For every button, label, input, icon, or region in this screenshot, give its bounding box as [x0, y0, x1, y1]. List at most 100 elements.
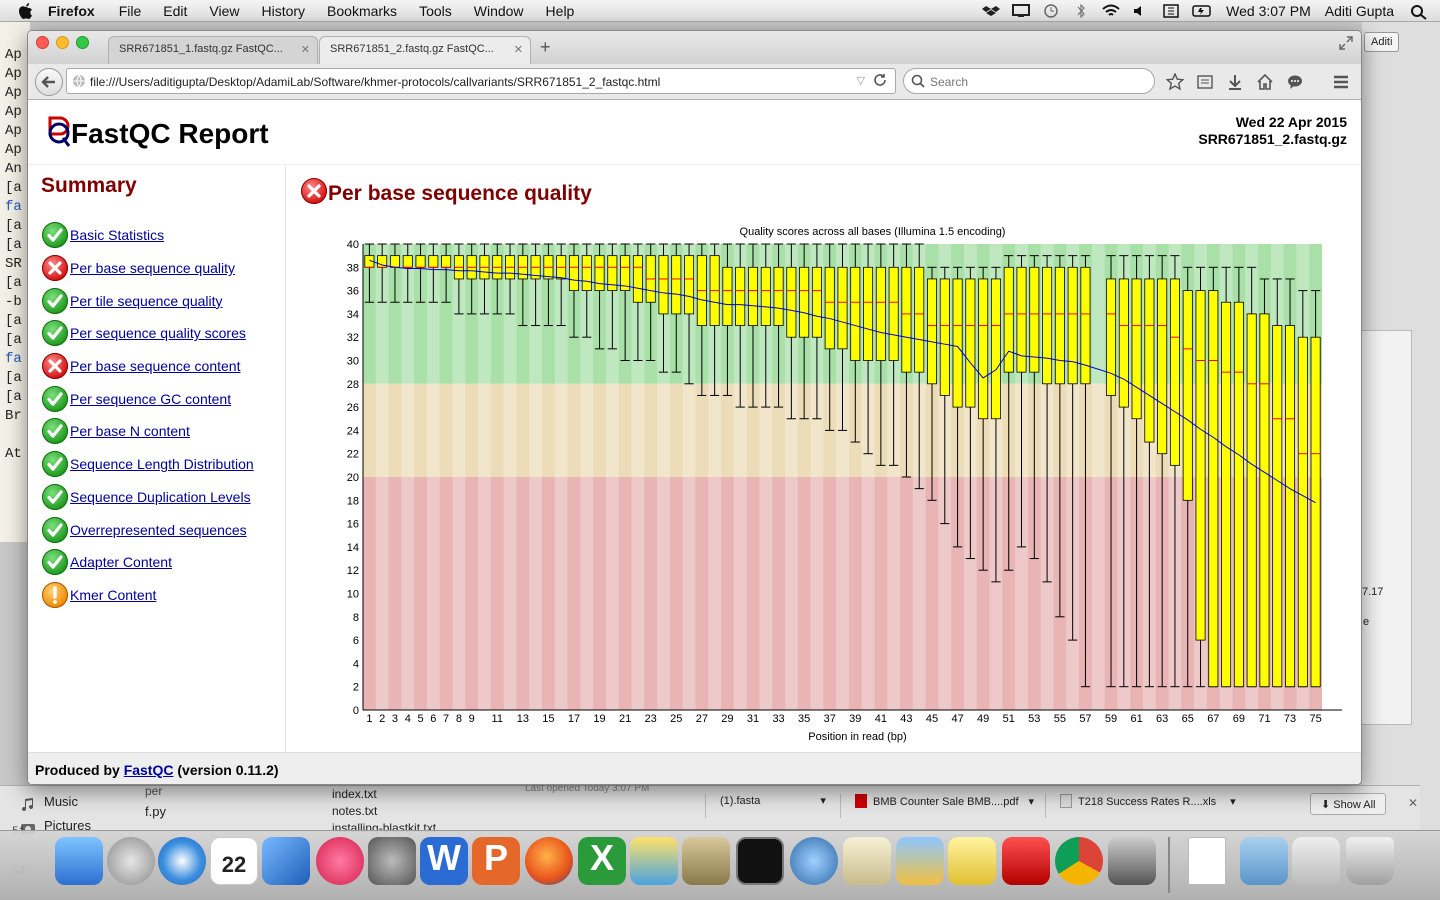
menubar-clock[interactable]: Wed 3:07 PM [1226, 3, 1311, 19]
x-tick-label: 33 [772, 713, 784, 725]
time-machine-icon[interactable] [1042, 4, 1060, 18]
finder-file-index[interactable]: index.txt [332, 787, 377, 801]
menu-file[interactable]: File [118, 2, 142, 19]
summary-link[interactable]: Per tile sequence quality [70, 292, 223, 309]
summary-link[interactable]: Basic Statistics [70, 227, 165, 244]
fullscreen-icon[interactable] [1339, 36, 1353, 50]
launchpad-dock-icon[interactable] [107, 837, 155, 885]
position-stripe [426, 244, 440, 710]
menu-history[interactable]: History [261, 2, 306, 19]
calendar-dock-icon[interactable]: 22 [210, 837, 258, 885]
menu-bookmarks[interactable]: Bookmarks [327, 2, 398, 19]
system-preferences-dock-icon[interactable] [368, 837, 416, 885]
home-icon[interactable] [1256, 73, 1274, 96]
summary-link[interactable]: Per base N content [70, 423, 190, 440]
terminal-line: SR [5, 256, 22, 272]
wifi-icon[interactable] [1102, 4, 1120, 18]
download-item-xls[interactable]: T218 Success Rates R....xls ▾ [1045, 794, 1236, 818]
bookmarks-menu-icon[interactable] [1196, 73, 1214, 96]
trash-dock-icon[interactable] [1346, 837, 1394, 885]
input-menu-icon[interactable] [1162, 4, 1180, 18]
summary-link[interactable]: Per sequence GC content [70, 390, 232, 407]
quartile-box [850, 266, 861, 361]
download-item-fasta[interactable]: (1).fasta ▾ [705, 794, 826, 818]
document-dock-icon[interactable] [1188, 837, 1226, 885]
battery-icon[interactable] [1192, 4, 1211, 18]
menu-window[interactable]: Window [473, 2, 524, 19]
chat-icon[interactable] [1286, 73, 1304, 96]
summary-link[interactable]: Per base sequence quality [70, 260, 235, 277]
menu-help[interactable]: Help [545, 2, 575, 19]
tab-fastqc-1[interactable]: SRR671851_1.fastq.gz FastQC... ✕ [108, 36, 318, 64]
search-input[interactable]: Search [903, 68, 1155, 94]
summary-link[interactable]: Sequence Length Distribution [70, 456, 254, 473]
summary-link[interactable]: Kmer Content [70, 586, 157, 603]
dropdown-arrow-icon[interactable]: ▽ [856, 75, 865, 87]
zoom-window-button[interactable] [76, 36, 89, 49]
finder-file-notes[interactable]: notes.txt [332, 804, 378, 818]
chevron-down-icon[interactable]: ▾ [1028, 796, 1035, 808]
firefox-dock-icon[interactable] [525, 837, 573, 885]
display-icon[interactable] [1012, 4, 1031, 18]
folder-dock-icon[interactable] [1240, 837, 1288, 885]
hamburger-menu-icon[interactable] [1332, 73, 1350, 96]
download-item-pdf[interactable]: BMB Counter Sale BMB....pdf ▾ [840, 794, 1034, 818]
menu-tools[interactable]: Tools [419, 2, 452, 19]
chevron-down-icon[interactable]: ▾ [820, 795, 826, 807]
report-filename: SRR671851_2.fastq.gz [1198, 131, 1347, 147]
acrobat-dock-icon[interactable] [1002, 837, 1050, 885]
reload-icon[interactable] [873, 73, 887, 90]
script-editor-dock-icon[interactable] [843, 837, 891, 885]
finder-dock-icon[interactable] [55, 837, 103, 885]
summary-link[interactable]: Per sequence quality scores [70, 325, 246, 342]
itunes-dock-icon[interactable] [316, 837, 364, 885]
downloads-show-all-button[interactable]: ⬇ Show All [1310, 793, 1387, 815]
menu-edit[interactable]: Edit [163, 2, 188, 19]
citation-app-dock-icon[interactable] [948, 837, 996, 885]
close-tab-icon[interactable]: ✕ [300, 44, 310, 56]
menubar-user[interactable]: Aditi Gupta [1324, 3, 1394, 19]
chevron-down-icon[interactable]: ▾ [1230, 796, 1236, 808]
summary-link[interactable]: Overrepresented sequences [70, 521, 247, 538]
terminal-dock-icon[interactable] [736, 837, 784, 885]
globe-app-dock-icon[interactable] [790, 837, 838, 885]
windows-app-dock-icon[interactable] [896, 837, 944, 885]
report-header: FastQC Report Wed 22 Apr 2015 SRR671851_… [28, 100, 1361, 165]
menubar-app-name[interactable]: Firefox [48, 2, 95, 19]
preview-dock-icon[interactable] [1108, 837, 1156, 885]
dropbox-icon[interactable] [982, 4, 1001, 18]
downloads-close-icon[interactable]: ✕ [1408, 796, 1419, 810]
latex-dock-icon[interactable] [682, 837, 730, 885]
new-tab-icon[interactable]: + [540, 37, 551, 57]
finder-sidebar-music[interactable]: Music [20, 790, 91, 814]
summary-link[interactable]: Per base sequence content [70, 358, 241, 375]
fastqc-link[interactable]: FastQC [123, 762, 174, 778]
apple-menu-icon[interactable] [18, 2, 36, 20]
bookmark-star-icon[interactable] [1165, 72, 1185, 96]
tab-fastqc-2[interactable]: SRR671851_2.fastq.gz FastQC... ✕ [319, 36, 531, 64]
back-button[interactable] [35, 68, 63, 96]
summary-link[interactable]: Sequence Duplication Levels [70, 488, 251, 505]
downloads-icon[interactable] [1226, 73, 1244, 96]
menu-view[interactable]: View [209, 2, 240, 19]
position-stripe [580, 244, 594, 710]
summary-link[interactable]: Adapter Content [70, 554, 172, 571]
powerpoint-dock-icon[interactable]: P [472, 837, 520, 885]
minimize-window-button[interactable] [56, 36, 69, 49]
xcode-dock-icon[interactable] [262, 837, 310, 885]
summary-item: Per sequence quality scores [42, 317, 254, 350]
close-tab-icon[interactable]: ✕ [513, 44, 523, 56]
ticket-app-dock-icon[interactable] [630, 837, 678, 885]
volume-icon[interactable] [1132, 4, 1150, 18]
url-bar[interactable]: file:///Users/aditigupta/Desktop/AdamiLa… [66, 68, 896, 94]
downloads-stack-dock-icon[interactable] [1292, 837, 1340, 885]
close-window-button[interactable] [36, 36, 49, 49]
chrome-dock-icon[interactable] [1055, 837, 1103, 885]
excel-dock-icon[interactable]: X [578, 837, 626, 885]
safari-dock-icon[interactable] [158, 837, 206, 885]
spotlight-icon[interactable] [1410, 4, 1428, 20]
quartile-box [760, 266, 771, 326]
bluetooth-icon[interactable] [1072, 3, 1090, 19]
finder-partial-file[interactable]: f.py [145, 804, 166, 819]
word-dock-icon[interactable]: W [420, 837, 468, 885]
